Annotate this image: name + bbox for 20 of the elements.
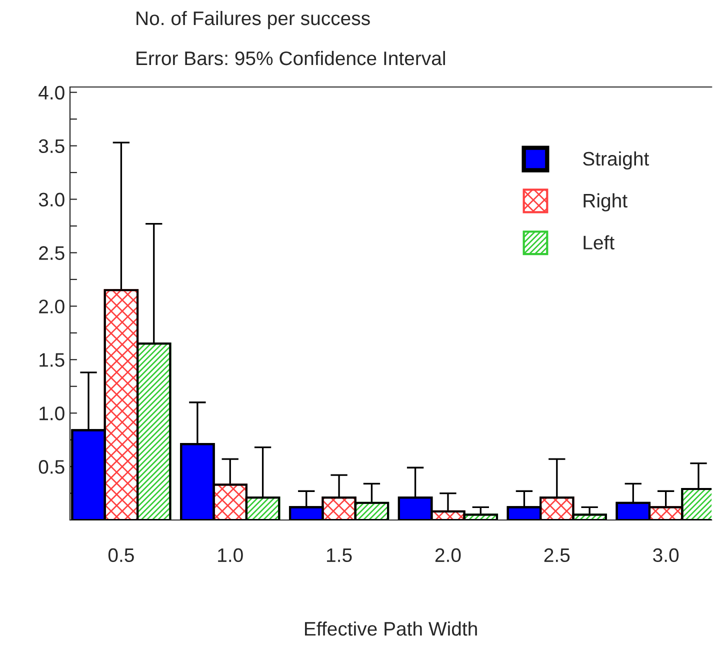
- y-tick-label: 3.5: [38, 139, 64, 154]
- chart-subtitle: Error Bars: 95% Confidence Interval: [136, 50, 445, 66]
- x-tick-label: 1.0: [218, 548, 243, 562]
- x-tick-label: 2.0: [435, 548, 461, 562]
- legend-label: Straight: [583, 151, 650, 170]
- y-tick-label: 1.0: [40, 406, 64, 420]
- x-tick-label: 0.5: [108, 548, 134, 562]
- y-tick-label: 4.0: [38, 86, 64, 100]
- y-tick-label: 3.0: [38, 192, 64, 206]
- legend-label: Right: [584, 193, 628, 212]
- x-tick-label: 1.5: [327, 548, 352, 562]
- y-tick-label: 2.0: [39, 300, 64, 314]
- x-axis-title: Effective Path Width: [305, 621, 477, 636]
- chart-title: No. of Failures per success: [136, 10, 370, 30]
- x-tick-label: 3.0: [653, 548, 679, 562]
- x-tick-label: 2.5: [544, 548, 570, 562]
- y-tick-label: 2.5: [39, 246, 64, 260]
- y-tick-label: 1.5: [40, 353, 64, 367]
- y-tick-label: 0.5: [38, 460, 64, 474]
- legend-label: Left: [584, 235, 614, 250]
